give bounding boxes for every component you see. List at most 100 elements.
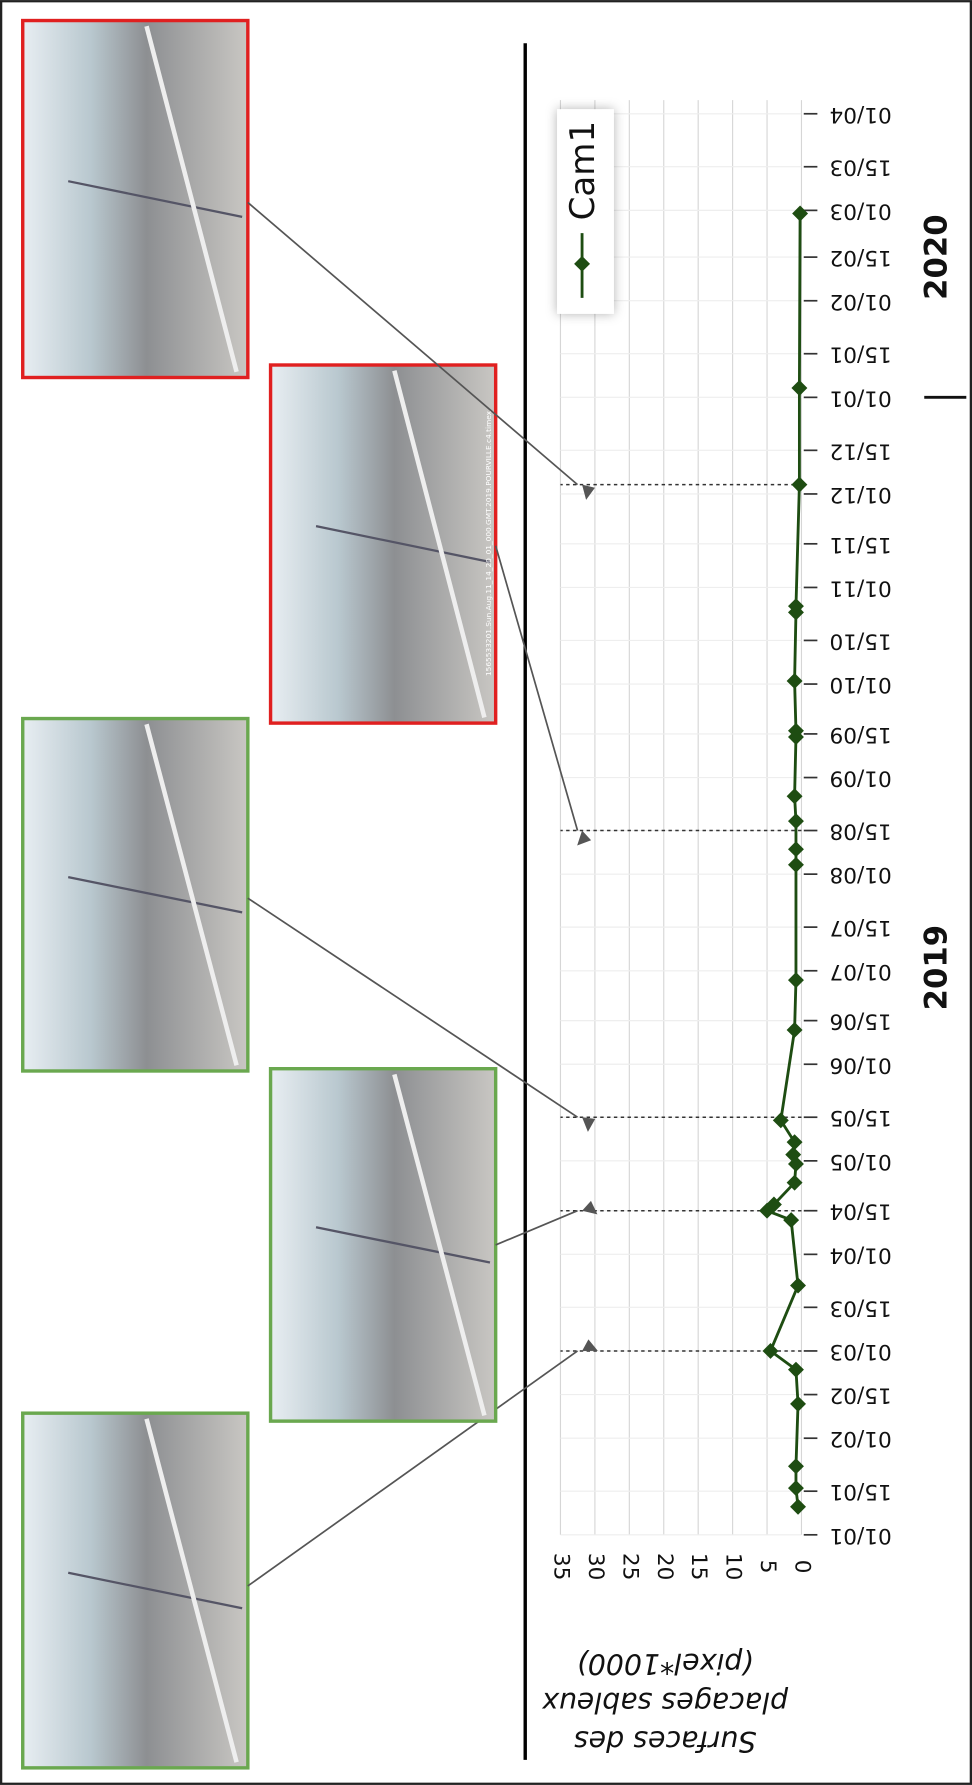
photo-border bbox=[268, 363, 498, 725]
x-tick-label: 15/05 bbox=[829, 1105, 891, 1130]
x-tick-label: 15/07 bbox=[829, 915, 891, 940]
data-point bbox=[786, 788, 803, 805]
legend-label: Cam1 bbox=[563, 121, 603, 221]
data-point bbox=[786, 1174, 803, 1191]
data-point bbox=[788, 1458, 804, 1475]
x-tick-label: 15/06 bbox=[829, 1009, 891, 1034]
photo-border bbox=[21, 716, 250, 1073]
x-tick-label: 01/09 bbox=[829, 766, 891, 791]
arrow-head bbox=[582, 1339, 598, 1351]
y-tick-label: 20 bbox=[652, 1553, 677, 1580]
photo-image bbox=[22, 1413, 248, 1768]
data-point bbox=[786, 672, 803, 689]
y-tick-label: 0 bbox=[789, 1560, 814, 1574]
y-axis-title: Surfaces des bbox=[574, 1724, 757, 1757]
photo-detail bbox=[144, 25, 239, 373]
x-tick-label: 15/09 bbox=[829, 722, 891, 747]
data-point bbox=[788, 1480, 804, 1497]
x-tick-label: 15/01 bbox=[829, 342, 891, 367]
photo-image bbox=[22, 718, 248, 1071]
x-tick-label: 15/03 bbox=[829, 1295, 891, 1320]
photo bbox=[268, 1067, 598, 1423]
photo bbox=[21, 716, 596, 1132]
x-tick-label: 01/01 bbox=[829, 1523, 891, 1548]
x-tick-label: 01/12 bbox=[829, 482, 891, 507]
year-label: 2020 bbox=[919, 214, 954, 299]
y-tick-label: 35 bbox=[548, 1553, 573, 1580]
data-point bbox=[790, 1395, 806, 1412]
photo-detail bbox=[67, 876, 243, 914]
x-tick-label: 01/10 bbox=[829, 672, 891, 697]
y-tick-label: 5 bbox=[755, 1560, 780, 1574]
photo-arrow bbox=[495, 1209, 578, 1246]
x-tick-label: 15/11 bbox=[829, 532, 891, 557]
photo bbox=[21, 1339, 598, 1770]
data-point bbox=[785, 1146, 802, 1163]
data-point bbox=[791, 380, 808, 396]
photo-arrow bbox=[247, 1350, 579, 1587]
x-tick-label: 01/02 bbox=[829, 289, 891, 314]
data-point bbox=[762, 1342, 779, 1359]
y-axis-title: placages sableux bbox=[541, 1686, 789, 1719]
data-point bbox=[792, 205, 809, 222]
data-point bbox=[788, 841, 804, 858]
x-tick-label: 15/10 bbox=[829, 628, 891, 653]
x-tick-label: 15/03 bbox=[829, 155, 891, 180]
x-tick-label: 01/01 bbox=[829, 385, 891, 410]
photo-detail bbox=[144, 1418, 239, 1763]
x-tick-label: 01/04 bbox=[829, 1242, 891, 1267]
year-label: 2019 bbox=[919, 925, 954, 1010]
photo-detail bbox=[67, 1571, 243, 1610]
x-tick-label: 01/11 bbox=[829, 575, 891, 600]
photo-caption: 1565533201.Sun.Aug.11_14_20_01_000.GMT.2… bbox=[484, 410, 493, 676]
x-tick-label: 15/04 bbox=[829, 1199, 891, 1224]
photo-arrow bbox=[494, 545, 579, 831]
x-tick-label: 01/06 bbox=[829, 1052, 891, 1077]
data-point bbox=[790, 1277, 806, 1294]
data-point bbox=[790, 1498, 806, 1515]
photo-detail bbox=[315, 1226, 491, 1264]
y-tick-label: 10 bbox=[721, 1553, 746, 1580]
arrow-head bbox=[577, 830, 592, 846]
y-tick-label: 15 bbox=[686, 1553, 711, 1580]
photo-border bbox=[21, 1411, 250, 1770]
data-point bbox=[772, 1112, 789, 1129]
y-tick-label: 30 bbox=[583, 1553, 608, 1580]
photo-image bbox=[270, 1068, 496, 1422]
arrow-head bbox=[582, 484, 595, 500]
photo-detail bbox=[144, 723, 239, 1066]
legend-box bbox=[557, 109, 614, 314]
arrow-head bbox=[582, 1200, 598, 1215]
data-point bbox=[788, 598, 804, 615]
x-tick-label: 01/02 bbox=[829, 1426, 891, 1451]
x-tick-label: 01/03 bbox=[829, 1339, 891, 1364]
x-tick-label: 15/08 bbox=[829, 819, 891, 844]
photo-border bbox=[21, 18, 250, 380]
photo bbox=[268, 363, 592, 846]
y-tick-label: 25 bbox=[617, 1553, 642, 1580]
data-point bbox=[783, 1212, 800, 1229]
x-tick-label: 15/01 bbox=[829, 1479, 891, 1504]
x-tick-label: 01/04 bbox=[829, 102, 891, 127]
x-tick-label: 01/05 bbox=[829, 1149, 891, 1174]
photo-arrow bbox=[247, 201, 579, 486]
data-point bbox=[786, 1134, 803, 1151]
x-tick-label: 01/08 bbox=[829, 862, 891, 887]
y-axis-title: (pixel*1000) bbox=[577, 1647, 754, 1680]
data-point bbox=[788, 856, 804, 873]
x-tick-label: 01/03 bbox=[829, 198, 891, 223]
data-point bbox=[788, 972, 804, 989]
data-point bbox=[786, 1022, 803, 1038]
photo-image bbox=[22, 20, 248, 378]
x-tick-label: 15/02 bbox=[829, 1383, 891, 1408]
data-point bbox=[788, 813, 804, 830]
photo bbox=[21, 18, 595, 500]
photo-detail bbox=[315, 525, 491, 564]
photo-detail bbox=[392, 1073, 487, 1417]
photo-image bbox=[270, 365, 496, 724]
legend-marker bbox=[574, 255, 591, 272]
data-point bbox=[788, 722, 804, 739]
